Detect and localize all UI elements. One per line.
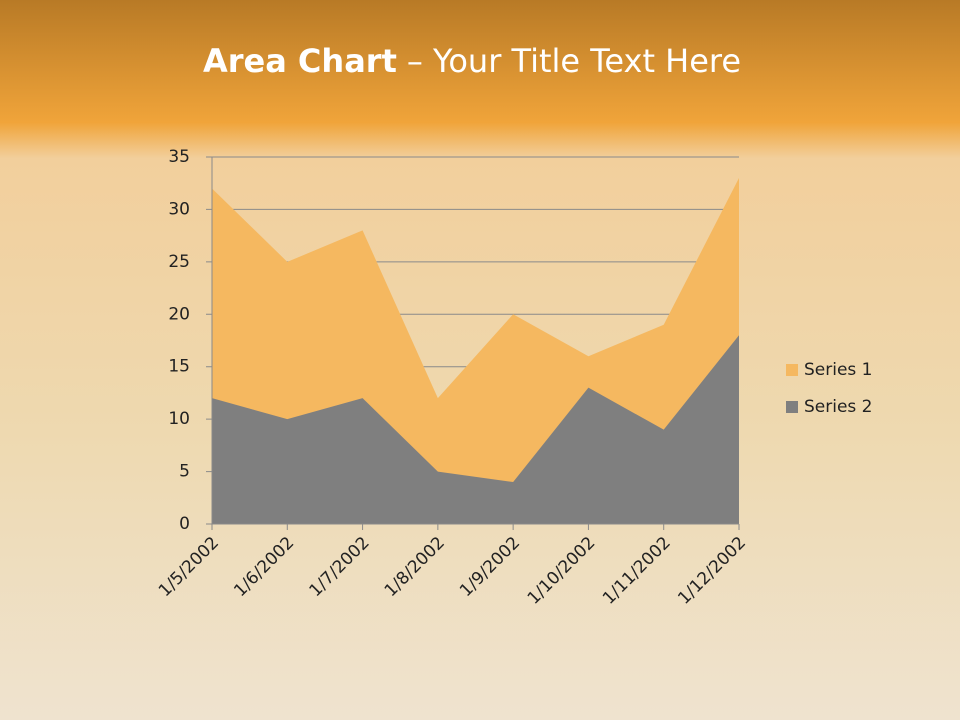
legend-label: Series 1 — [804, 360, 873, 380]
area — [212, 335, 739, 524]
y-tick-label: 35 — [168, 147, 190, 167]
y-tick-label: 0 — [179, 514, 190, 534]
y-tick-label: 30 — [168, 199, 190, 219]
y-tick-label: 25 — [168, 252, 190, 272]
slide-title: Area Chart – Your Title Text Here — [203, 42, 741, 80]
legend-label: Series 2 — [804, 397, 873, 417]
y-tick-label: 10 — [168, 409, 190, 429]
legend-swatch — [786, 401, 798, 413]
title-bold: Area Chart — [203, 42, 397, 80]
y-tick-label: 15 — [168, 357, 190, 377]
y-tick-label: 5 — [179, 462, 190, 482]
title-rest: – Your Title Text Here — [407, 42, 741, 80]
y-tick-label: 20 — [168, 304, 190, 324]
legend-swatch — [786, 364, 798, 376]
